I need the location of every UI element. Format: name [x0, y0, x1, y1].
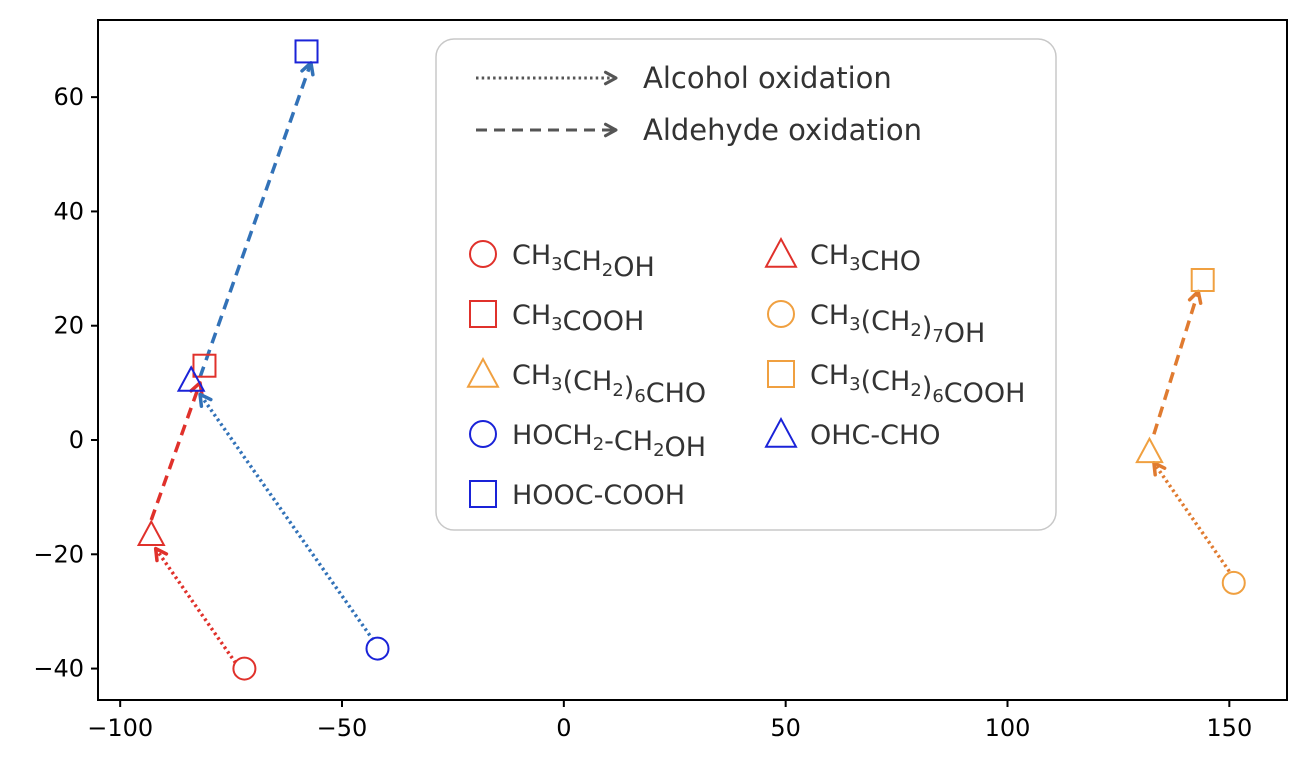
y-tick-label: 40 [53, 197, 84, 225]
legend-label-hooc-cooh: HOOC-COOH [512, 480, 685, 511]
legend-marker-ch3cho [764, 236, 798, 268]
y-tick-label: 0 [69, 426, 84, 454]
arrow-aldehyde-5 [1152, 289, 1203, 435]
arrow-alcohol-2 [198, 392, 375, 642]
y-axis-ticks: −40 −20 0 20 40 60 [33, 83, 98, 683]
legend-label-hoch2-ch2oh: HOCH2-CH2OH [512, 420, 706, 463]
y-tick-label: 60 [53, 83, 84, 111]
point-ch3ch2oh [232, 656, 257, 681]
legend-marker-hooc-cooh [469, 480, 497, 508]
plot-frame [97, 19, 1288, 701]
point-ch3-ch2-7oh [1221, 570, 1246, 595]
legend-marker-ohc-cho [764, 416, 798, 448]
legend-marker-ch3-ch2-6cooh [767, 360, 795, 388]
legend-label-ch3cooh: CH3COOH [512, 300, 644, 337]
point-ch3-ch2-6cho [1135, 436, 1164, 464]
arrow-aldehyde-3 [198, 61, 315, 378]
x-axis-ticks: −100 −50 0 50 100 150 [87, 700, 1252, 742]
point-ch3cho [136, 519, 166, 547]
x-tick-label: 50 [770, 714, 801, 742]
legend-marker-ch3cooh [469, 300, 497, 328]
legend-marker-ch3ch2oh [469, 240, 497, 268]
legend-marker-ch3-ch2-7oh [767, 300, 795, 328]
legend-marker-hoch2-ch2oh [469, 420, 497, 448]
point-ch3-ch2-6cooh [1190, 268, 1215, 292]
legend-box [435, 38, 1057, 531]
legend-label-alcohol: Alcohol oxidation [643, 61, 892, 95]
arrow-alcohol-4 [1152, 461, 1231, 573]
arrow-aldehyde-1 [149, 381, 204, 521]
legend-label-aldehyde: Aldehyde oxidation [643, 113, 922, 147]
x-tick-label: −100 [87, 714, 153, 742]
points-layer [136, 39, 1246, 681]
legend-arrow-alcohol [476, 70, 618, 86]
x-tick-label: 100 [985, 714, 1031, 742]
legend: Alcohol oxidation Aldehyde oxidation CH3CH… [435, 38, 1057, 531]
point-ch3cooh [192, 353, 217, 378]
legend-label-ohc-cho: OHC-CHO [810, 420, 941, 451]
point-hooc-cooh [294, 39, 319, 64]
x-tick-label: 150 [1206, 714, 1252, 742]
legend-label-ch3-ch2-6cooh: CH3(CH2)6COOH [810, 360, 1025, 409]
arrow-alcohol-0 [153, 546, 237, 664]
legend-label-ch3cho: CH3CHO [810, 240, 921, 277]
arrows-layer [149, 61, 1231, 664]
point-hoch2-ch2oh [365, 636, 390, 661]
point-ohc-cho [176, 365, 206, 392]
legend-label-ch3ch2oh: CH3CH2OH [512, 240, 655, 283]
x-tick-label: −50 [317, 714, 368, 742]
x-tick-label: 0 [556, 714, 571, 742]
legend-arrow-aldehyde [476, 122, 618, 138]
y-tick-label: −20 [33, 540, 84, 568]
legend-label-ch3-ch2-7oh: CH3(CH2)7OH [810, 300, 985, 349]
legend-marker-ch3-ch2-6cho [466, 356, 500, 388]
legend-label-ch3-ch2-6cho: CH3(CH2)6CHO [512, 360, 706, 409]
y-tick-label: 20 [53, 312, 84, 340]
y-tick-label: −40 [33, 655, 84, 683]
